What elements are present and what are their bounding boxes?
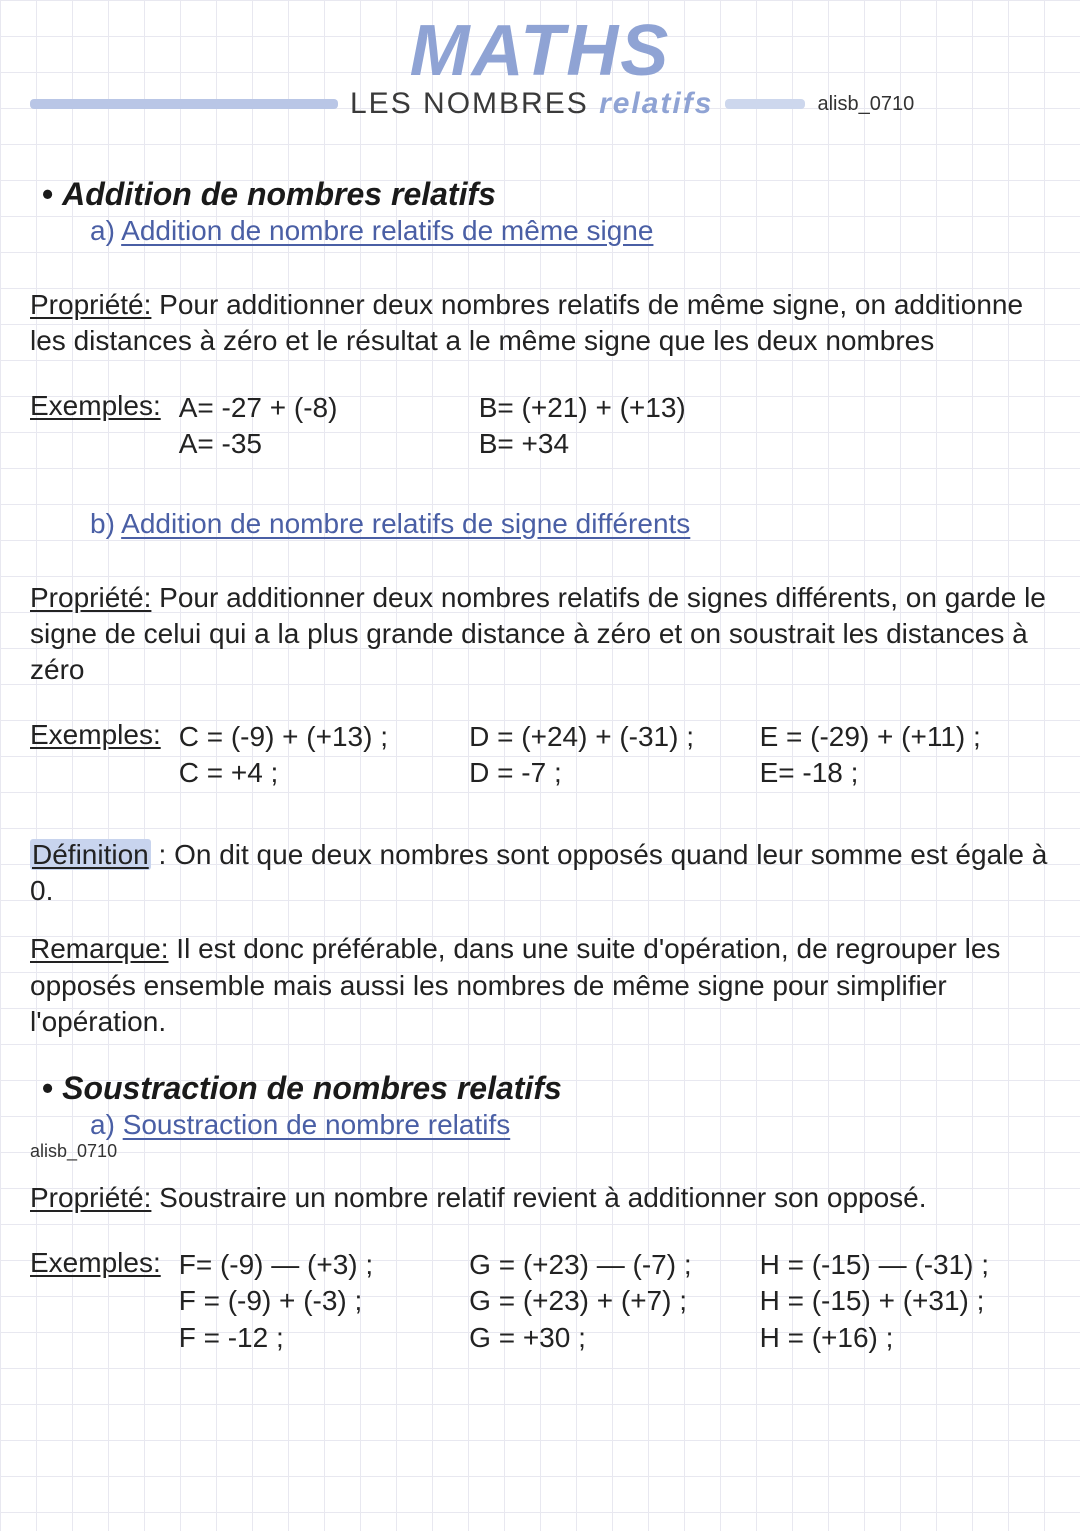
example-e-line2: E= -18 ;	[760, 755, 1050, 791]
examples-2-label: Exemples:	[30, 719, 161, 792]
example-g-line1: G = (+23) — (-7) ;	[469, 1247, 759, 1283]
example-d-line2: D = -7 ;	[469, 755, 759, 791]
property-label: Propriété:	[30, 289, 151, 320]
example-h: H = (-15) — (-31) ; H = (-15) + (+31) ; …	[760, 1247, 1050, 1356]
sub-a-prefix: a)	[90, 215, 121, 246]
property-text: Pour additionner deux nombres relatifs d…	[30, 289, 1023, 356]
example-e-line1: E = (-29) + (+11) ;	[760, 719, 1050, 755]
example-a: A= -27 + (-8) A= -35	[179, 390, 479, 463]
examples-3: Exemples: F= (-9) — (+3) ; F = (-9) + (-…	[30, 1247, 1050, 1356]
example-f-line3: F = -12 ;	[179, 1320, 469, 1356]
examples-2: Exemples: C = (-9) + (+13) ; C = +4 ; D …	[30, 719, 1050, 792]
property-2: Propriété: Pour additionner deux nombres…	[30, 580, 1050, 689]
subtitle: LES NOMBRES relatifs	[350, 87, 713, 121]
example-h-line2: H = (-15) + (+31) ;	[760, 1283, 1050, 1319]
example-c-line1: C = (-9) + (+13) ;	[179, 719, 469, 755]
example-c: C = (-9) + (+13) ; C = +4 ;	[179, 719, 469, 792]
property-1: Propriété: Pour additionner deux nombres…	[30, 287, 1050, 360]
examples-label: Exemples:	[30, 390, 161, 463]
example-a-line2: A= -35	[179, 426, 479, 462]
definition-label: Définition	[30, 839, 151, 870]
example-d: D = (+24) + (-31) ; D = -7 ;	[469, 719, 759, 792]
example-g-line3: G = +30 ;	[469, 1320, 759, 1356]
author-label: alisb_0710	[817, 93, 914, 116]
property-3-label: Propriété:	[30, 1182, 151, 1213]
example-f: F= (-9) — (+3) ; F = (-9) + (-3) ; F = -…	[179, 1247, 469, 1356]
rule-right	[725, 99, 805, 109]
example-a-line1: A= -27 + (-8)	[179, 390, 479, 426]
example-h-line3: H = (+16) ;	[760, 1320, 1050, 1356]
examples-1: Exemples: A= -27 + (-8) A= -35 B= (+21) …	[30, 390, 1050, 463]
example-f-line2: F = (-9) + (-3) ;	[179, 1283, 469, 1319]
rule-left	[30, 99, 338, 109]
property-2-label: Propriété:	[30, 582, 151, 613]
sub-b-diff-sign: b) Addition de nombre relatifs de signe …	[90, 508, 1050, 540]
section-addition-heading: Addition de nombres relatifs	[42, 176, 1050, 213]
sub2-a-text: Soustraction de nombre relatifs	[123, 1109, 511, 1140]
sub-a-text: Addition de nombre relatifs de même sign…	[121, 215, 653, 246]
example-b: B= (+21) + (+13) B= +34	[479, 390, 829, 463]
sub-a-same-sign: a) Addition de nombre relatifs de même s…	[90, 215, 1050, 247]
sub2-a-prefix: a)	[90, 1109, 123, 1140]
definition: Définition : On dit que deux nombres son…	[30, 837, 1050, 910]
example-h-line1: H = (-15) — (-31) ;	[760, 1247, 1050, 1283]
sub-b-prefix: b)	[90, 508, 121, 539]
definition-text: : On dit que deux nombres sont opposés q…	[30, 839, 1047, 906]
page-content: MATHS LES NOMBRES relatifs alisb_0710 Ad…	[0, 0, 1080, 1386]
example-d-line1: D = (+24) + (-31) ;	[469, 719, 759, 755]
sub-b-text: Addition de nombre relatifs de signe dif…	[121, 508, 690, 539]
property-3: Propriété: Soustraire un nombre relatif …	[30, 1180, 1050, 1216]
subtitle-plain: LES NOMBRES	[350, 87, 599, 120]
remark-label: Remarque:	[30, 933, 169, 964]
example-b-line2: B= +34	[479, 426, 829, 462]
remark-text: Il est donc préférable, dans une suite d…	[30, 933, 1000, 1037]
examples-3-label: Exemples:	[30, 1247, 161, 1356]
property-3-text: Soustraire un nombre relatif revient à a…	[151, 1182, 926, 1213]
example-b-line1: B= (+21) + (+13)	[479, 390, 829, 426]
section-subtraction-heading: Soustraction de nombres relatifs	[42, 1070, 1050, 1107]
subtitle-row: LES NOMBRES relatifs alisb_0710	[30, 87, 1050, 121]
watermark: alisb_0710	[30, 1141, 1050, 1162]
page-title: MATHS	[30, 10, 1050, 92]
property-2-text: Pour additionner deux nombres relatifs d…	[30, 582, 1046, 686]
example-c-line2: C = +4 ;	[179, 755, 469, 791]
example-e: E = (-29) + (+11) ; E= -18 ;	[760, 719, 1050, 792]
subtitle-cursive: relatifs	[599, 87, 713, 120]
remark: Remarque: Il est donc préférable, dans u…	[30, 931, 1050, 1040]
sub2-a: a) Soustraction de nombre relatifs	[90, 1109, 1050, 1141]
example-g: G = (+23) — (-7) ; G = (+23) + (+7) ; G …	[469, 1247, 759, 1356]
example-g-line2: G = (+23) + (+7) ;	[469, 1283, 759, 1319]
example-f-line1: F= (-9) — (+3) ;	[179, 1247, 469, 1283]
